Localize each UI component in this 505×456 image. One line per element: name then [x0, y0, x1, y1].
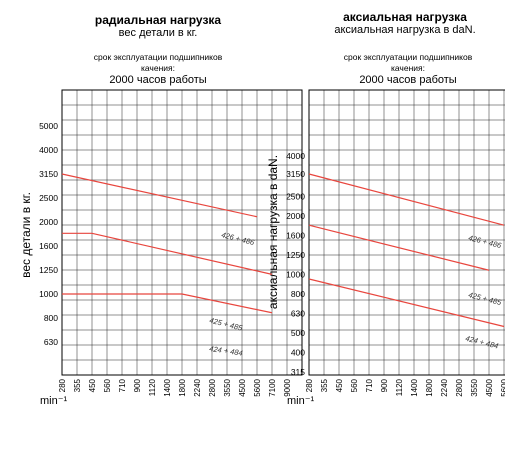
- right-x-tick-label: 2800: [455, 378, 464, 396]
- left-y-axis-title: вес детали в кг.: [19, 192, 33, 278]
- right-chart-subtitle: аксиальная нагрузка в daN.: [334, 24, 475, 36]
- right-y-tick-label: 400: [291, 348, 305, 358]
- right-y-tick-label: 630: [291, 309, 305, 319]
- left-series-label-3: 424 + 484: [209, 344, 244, 358]
- left-x-tick-label: 900: [133, 378, 142, 392]
- left-x-tick-label: 4500: [238, 378, 247, 396]
- left-y-tick-label: 3150: [39, 169, 58, 179]
- right-x-tick-label: 1120: [395, 378, 404, 396]
- right-y-tick-label: 1250: [286, 250, 305, 260]
- right-x-tick-label: 900: [380, 378, 389, 392]
- right-series-line-3: [308, 278, 505, 328]
- right-y-tick-label: 4000: [286, 151, 305, 161]
- left-y-tick-label: 2000: [39, 217, 58, 227]
- left-chart-title: радиальная нагрузка: [95, 13, 222, 27]
- left-x-tick-label: 710: [118, 378, 127, 392]
- left-x-tick-label: 7100: [268, 378, 277, 396]
- right-y-tick-label: 2000: [286, 211, 305, 221]
- left-x-tick-label: 1800: [178, 378, 187, 396]
- left-chart-subtitle: вес детали в кг.: [119, 27, 198, 39]
- right-y-tick-label: 3150: [286, 169, 305, 179]
- right-x-tick-label: 280: [305, 378, 314, 392]
- left-x-tick-label: 2800: [208, 378, 217, 396]
- right-x-tick-label: 2240: [440, 378, 449, 396]
- left-x-tick-label: 5600: [253, 378, 262, 396]
- left-x-tick-label: 280: [58, 378, 67, 392]
- right-x-tick-label: 1800: [425, 378, 434, 396]
- right-y-tick-label: 315: [291, 367, 305, 377]
- left-y-tick-label: 1250: [39, 265, 58, 275]
- left-x-tick-label: 1400: [163, 378, 172, 396]
- right-x-axis-unit: min⁻¹: [287, 395, 315, 407]
- left-series-line-2: [62, 232, 273, 275]
- right-x-tick-label: 4500: [485, 378, 494, 396]
- right-y-tick-label: 800: [291, 289, 305, 299]
- left-y-tick-label: 4000: [39, 145, 58, 155]
- left-x-tick-label: 3550: [223, 378, 232, 396]
- right-series-line-2: [308, 224, 490, 271]
- left-chart-note-2: качения:: [141, 63, 175, 73]
- right-y-tick-label: 500: [291, 328, 305, 338]
- left-x-tick-label: 9000: [283, 378, 292, 396]
- right-chart-title: аксиальная нагрузка: [343, 10, 467, 24]
- right-x-tick-label: 1400: [410, 378, 419, 396]
- left-chart-note-1: срок эксплуатации подшипников: [94, 52, 223, 62]
- right-x-tick-label: 560: [350, 378, 359, 392]
- left-x-tick-label: 560: [103, 378, 112, 392]
- left-x-tick-label: 450: [88, 378, 97, 392]
- right-series-line-1: [308, 173, 505, 226]
- right-x-tick-label: 5600: [500, 378, 505, 396]
- left-y-tick-label: 1000: [39, 289, 58, 299]
- left-y-tick-label: 2500: [39, 193, 58, 203]
- right-series-label-1: 426 + 486: [468, 233, 504, 250]
- left-y-tick-label: 1600: [39, 241, 58, 251]
- right-chart-note-3: 2000 часов работы: [359, 74, 456, 86]
- left-x-axis-unit: min⁻¹: [40, 395, 68, 407]
- right-y-tick-label: 1600: [286, 231, 305, 241]
- left-x-tick-label: 2240: [193, 378, 202, 396]
- right-series-label-2: 425 + 485: [468, 290, 504, 307]
- left-plot-frame: [61, 89, 303, 376]
- right-x-tick-label: 710: [365, 378, 374, 392]
- left-grid: [61, 89, 303, 376]
- right-chart-note-1: срок эксплуатации подшипников: [344, 52, 473, 62]
- right-y-tick-label: 1000: [286, 270, 305, 280]
- right-y-tick-label: 2500: [286, 192, 305, 202]
- right-x-tick-label: 355: [320, 378, 329, 392]
- left-y-tick-label: 800: [44, 313, 58, 323]
- right-x-tick-label: 450: [335, 378, 344, 392]
- left-x-tick-label: 355: [73, 378, 82, 392]
- right-series-label-3: 424 + 484: [465, 334, 500, 351]
- right-x-tick-label: 3550: [470, 378, 479, 396]
- left-y-tick-label: 5000: [39, 121, 58, 131]
- left-series-line-1: [61, 173, 258, 218]
- left-chart-note-3: 2000 часов работы: [109, 74, 206, 86]
- right-plot-frame: [308, 89, 505, 376]
- right-chart-note-2: качения:: [391, 63, 425, 73]
- left-series-label-1: 426 + 486: [221, 230, 257, 247]
- left-series-line-3: [62, 293, 273, 314]
- right-y-axis-title: аксиальная нагрузка в daN.: [266, 155, 280, 309]
- left-y-tick-label: 630: [44, 337, 58, 347]
- right-grid: [308, 89, 505, 376]
- left-x-tick-label: 1120: [148, 378, 157, 396]
